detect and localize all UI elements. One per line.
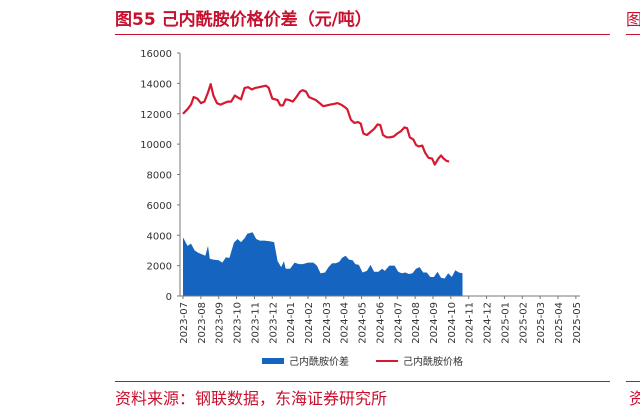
footer-divider <box>115 381 610 382</box>
x-tick-label: 2025-04 <box>554 302 565 344</box>
y-tick-label: 16000 <box>140 49 172 60</box>
x-axis: 2023-07 2023-08 2023-09 2023-10 2023-11 2023-… <box>179 295 583 344</box>
x-tick-label: 2025-02 <box>518 302 529 344</box>
x-tick-label: 2024-09 <box>429 302 440 344</box>
series-area-spread <box>183 232 463 296</box>
x-tick-label: 2024-04 <box>340 302 351 344</box>
legend-swatch-spread <box>262 357 284 364</box>
plot-area <box>182 83 463 296</box>
x-tick-label: 2025-01 <box>500 302 511 344</box>
source-note: 资料来源：钢联数据，东海证券研究所 <box>115 389 388 408</box>
legend-item-spread: 己内酰胺价差 <box>262 353 349 368</box>
y-tick-label: 14000 <box>140 79 172 90</box>
x-tick-label: 2024-06 <box>375 302 386 344</box>
y-tick-label: 8000 <box>147 171 172 182</box>
legend-item-price: 己内酰胺价格 <box>376 353 463 368</box>
y-axis: 0 2000 4000 6000 8000 10000 12000 14000 16000 <box>140 49 181 303</box>
x-tick-label: 2024-10 <box>447 302 458 344</box>
x-tick-label: 2023-10 <box>233 302 244 344</box>
x-tick-label: 2024-08 <box>411 302 422 344</box>
title-divider <box>115 34 610 35</box>
x-tick-label: 2024-01 <box>286 302 297 344</box>
y-tick-label: 10000 <box>140 140 172 151</box>
series-line-price <box>182 83 450 166</box>
legend-label-price: 己内酰胺价格 <box>403 357 463 368</box>
x-tick-label: 2023-07 <box>179 302 190 344</box>
x-tick-label: 2024-11 <box>465 302 476 344</box>
x-tick-label: 2023-09 <box>215 302 226 344</box>
x-tick-label: 2023-11 <box>250 302 261 344</box>
x-tick-label: 2024-12 <box>483 302 494 344</box>
adjacent-source-fragment: 资 <box>629 389 640 408</box>
y-tick-label: 6000 <box>147 201 172 212</box>
y-tick-label: 0 <box>166 292 172 303</box>
adjacent-footer-divider <box>626 381 640 382</box>
x-tick-label: 2025-05 <box>572 302 583 344</box>
x-tick-label: 2023-08 <box>197 302 208 344</box>
x-tick-label: 2024-07 <box>393 302 404 344</box>
adjacent-title-divider <box>626 34 640 35</box>
y-tick-label: 4000 <box>147 231 172 242</box>
adjacent-title-fragment: 图 <box>626 10 640 29</box>
x-tick-label: 2025-03 <box>536 302 547 344</box>
chart-title: 图55 己内酰胺价格价差（元/吨） <box>115 10 372 30</box>
y-tick-label: 2000 <box>147 262 172 273</box>
legend-label-spread: 己内酰胺价差 <box>289 357 349 368</box>
y-tick-label: 12000 <box>140 110 172 121</box>
x-tick-label: 2023-12 <box>268 302 279 344</box>
x-tick-label: 2024-02 <box>304 302 315 344</box>
x-tick-label: 2024-03 <box>322 302 333 344</box>
legend-swatch-price <box>376 359 398 362</box>
x-tick-label: 2024-05 <box>358 302 369 344</box>
